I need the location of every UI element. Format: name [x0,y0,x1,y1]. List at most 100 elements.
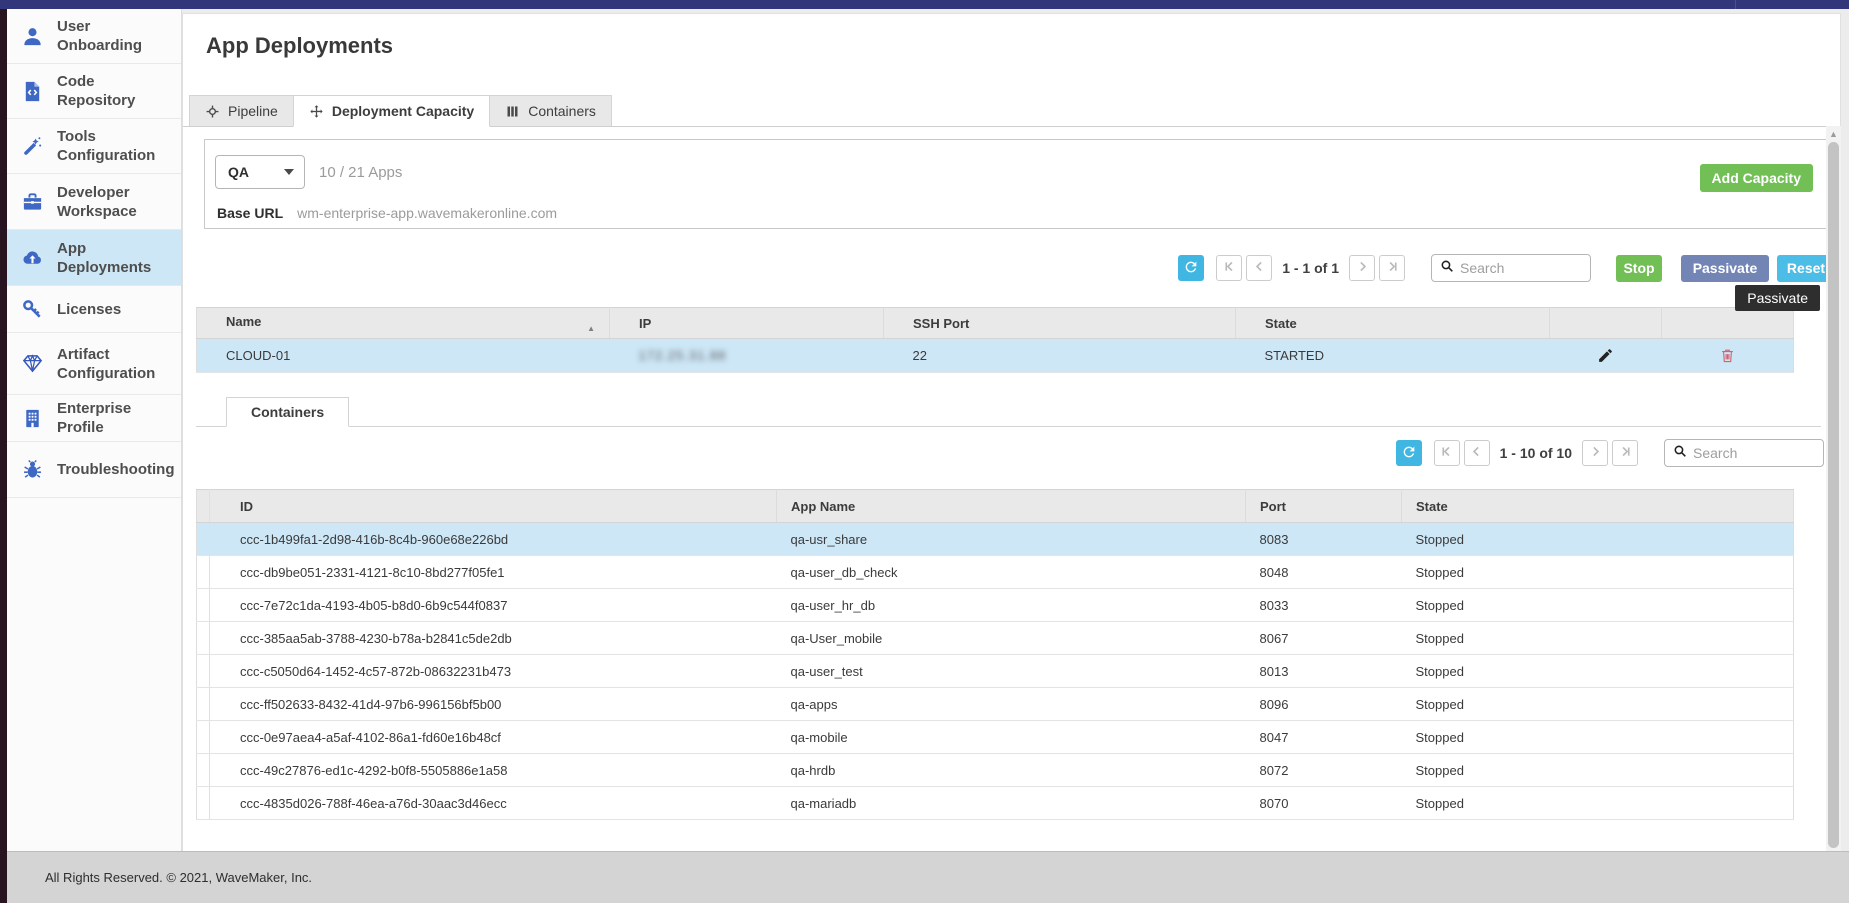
node-row[interactable]: CLOUD-01 172.25.31.88 22 STARTED [196,338,1794,373]
top-navbar [0,0,1849,9]
column-header-name[interactable]: Name ▲ [196,307,610,339]
tab-containers-sub[interactable]: Containers [226,397,350,427]
first-page-button[interactable] [1216,255,1243,281]
diamond-icon [20,352,44,376]
passivate-button[interactable]: Passivate [1681,254,1769,282]
add-capacity-button[interactable]: Add Capacity [1699,164,1813,192]
refresh-button[interactable] [1395,440,1422,466]
nodes-toolbar: 1 - 1 of 1 Stop Passivate Reset Passivat… [183,254,1839,311]
container-row[interactable]: ccc-db9be051-2331-4121-8c10-8bd277f05fe1… [196,555,1794,589]
building-icon [20,406,44,430]
container-port: 8072 [1245,753,1402,787]
column-header-delete [1661,307,1794,339]
column-header-state[interactable]: State [1401,489,1794,523]
tab-label: Containers [251,404,325,420]
column-header-id[interactable]: ID [209,489,777,523]
container-id: ccc-4835d026-788f-46ea-a76d-30aac3d46ecc [209,786,777,820]
column-header-app-name[interactable]: App Name [776,489,1246,523]
scrollbar-thumb[interactable] [1828,142,1839,848]
search-input[interactable] [1460,260,1582,276]
container-row[interactable]: ccc-ff502633-8432-41d4-97b6-996156bf5b00… [196,687,1794,721]
containers-header-row: ID App Name Port State [196,489,1794,523]
pipeline-icon [205,104,220,119]
refresh-icon [1401,444,1417,463]
column-header-ip[interactable]: IP [609,307,884,339]
container-state: Stopped [1401,786,1794,820]
sidebar-item-artifact-configuration[interactable]: Artifact Configuration [7,333,181,395]
column-header-port[interactable]: Port [1245,489,1402,523]
container-app-name: qa-user_db_check [776,555,1246,589]
container-id: ccc-385aa5ab-3788-4230-b78a-b2841c5de2db [209,621,777,655]
sidebar-item-enterprise-profile[interactable]: Enterprise Profile [7,395,181,442]
sidebar-item-user-onboarding[interactable]: User Onboarding [7,9,181,64]
last-page-button[interactable] [1379,255,1405,281]
container-state: Stopped [1401,687,1794,721]
sidebar-item-app-deployments[interactable]: App Deployments [7,230,181,286]
deployment-capacity-content: QA 10 / 21 Apps Base URL wm-enterprise-a… [183,139,1840,865]
column-header-state[interactable]: State [1235,307,1550,339]
reset-button[interactable]: Reset [1777,254,1835,282]
container-app-name: qa-usr_share [776,522,1246,556]
code-file-icon [20,79,44,103]
container-port: 8067 [1245,621,1402,655]
first-page-button[interactable] [1433,440,1460,466]
environment-value: QA [228,164,249,180]
container-app-name: qa-user_test [776,654,1246,688]
chevron-left-icon [1470,445,1483,461]
vertical-scrollbar[interactable]: ▲ [1826,126,1841,851]
container-id: ccc-0e97aea4-a5af-4102-86a1-fd60e16b48cf [209,720,777,754]
sidebar-item-troubleshooting[interactable]: Troubleshooting [7,442,181,498]
chevron-down-icon [284,169,294,175]
search-input[interactable] [1693,445,1815,461]
sidebar-item-developer-workspace[interactable]: Developer Workspace [7,174,181,230]
columns-icon [505,104,520,119]
sidebar-item-tools-configuration[interactable]: Tools Configuration [7,119,181,174]
last-page-icon [1619,445,1632,461]
environment-select[interactable]: QA [215,155,305,189]
tab-containers[interactable]: Containers [489,95,612,126]
nodes-pager: 1 - 1 of 1 [1216,255,1405,281]
stop-button[interactable]: Stop [1616,254,1662,282]
last-page-icon [1386,260,1399,276]
first-page-icon [1440,445,1453,461]
first-page-icon [1223,260,1236,276]
container-state: Stopped [1401,588,1794,622]
container-row[interactable]: ccc-385aa5ab-3788-4230-b78a-b2841c5de2db… [196,621,1794,655]
container-row[interactable]: ccc-c5050d64-1452-4c57-872b-08632231b473… [196,654,1794,688]
container-row[interactable]: ccc-4835d026-788f-46ea-a76d-30aac3d46ecc… [196,786,1794,820]
refresh-icon [1183,259,1199,278]
refresh-button[interactable] [1178,255,1205,281]
column-header-ssh-port[interactable]: SSH Port [883,307,1236,339]
bug-icon [20,458,44,482]
container-row[interactable]: ccc-1b499fa1-2d98-416b-8c4b-960e68e226bd… [196,522,1794,556]
container-row[interactable]: ccc-49c27876-ed1c-4292-b0f8-5505886e1a58… [196,753,1794,787]
base-url-label: Base URL [217,205,284,221]
node-ssh-port: 22 [883,338,1236,373]
sidebar-item-code-repository[interactable]: Code Repository [7,64,181,119]
key-icon [20,297,44,321]
container-id: ccc-ff502633-8432-41d4-97b6-996156bf5b00 [209,687,777,721]
edit-pencil-icon[interactable] [1597,347,1614,364]
tab-pipeline[interactable]: Pipeline [189,95,294,126]
container-row[interactable]: ccc-0e97aea4-a5af-4102-86a1-fd60e16b48cf… [196,720,1794,754]
container-id: ccc-49c27876-ed1c-4292-b0f8-5505886e1a58 [209,753,777,787]
chevron-right-icon [1356,260,1369,276]
nodes-header-row: Name ▲ IP SSH Port State [196,307,1794,339]
next-page-button[interactable] [1582,440,1608,466]
briefcase-icon [20,190,44,214]
tab-label: Pipeline [228,103,278,119]
next-page-button[interactable] [1349,255,1375,281]
scroll-up-arrow-icon[interactable]: ▲ [1829,128,1838,139]
footer: All Rights Reserved. © 2021, WaveMaker, … [7,851,1849,903]
delete-trash-icon[interactable] [1719,347,1736,364]
sidebar-item-licenses[interactable]: Licenses [7,286,181,333]
container-id: ccc-db9be051-2331-4121-8c10-8bd277f05fe1 [209,555,777,589]
last-page-button[interactable] [1612,440,1638,466]
container-row[interactable]: ccc-7e72c1da-4193-4b05-b8d0-6b9c544f0837… [196,588,1794,622]
containers-toolbar: 1 - 10 of 10 [183,439,1839,467]
prev-page-button[interactable] [1246,255,1273,281]
tab-deployment-capacity[interactable]: Deployment Capacity [292,95,491,127]
sidebar-item-label: User Onboarding [57,18,142,54]
chevron-right-icon [1589,445,1602,461]
prev-page-button[interactable] [1463,440,1490,466]
